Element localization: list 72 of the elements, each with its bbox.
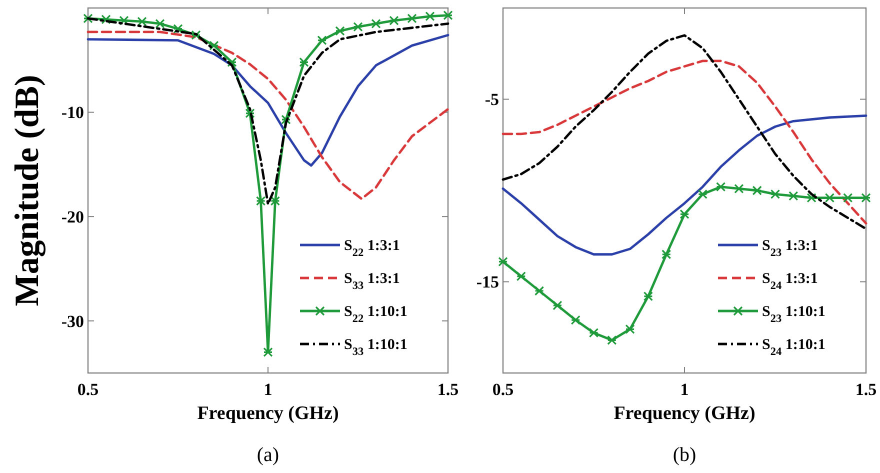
point bbox=[443, 10, 453, 20]
point bbox=[534, 286, 544, 296]
line-series bbox=[502, 60, 868, 225]
y-tick-label: -30 bbox=[61, 312, 84, 331]
point bbox=[716, 182, 726, 192]
point bbox=[353, 22, 363, 32]
point bbox=[317, 36, 327, 46]
legend-label: S$_{23}$ 1:10:1 bbox=[762, 304, 826, 325]
point bbox=[788, 191, 798, 201]
point bbox=[83, 14, 93, 24]
point bbox=[552, 300, 562, 310]
point bbox=[270, 196, 280, 206]
point bbox=[662, 250, 672, 260]
x-tick-label: 1.5 bbox=[855, 380, 877, 399]
legend-label: S$_{33}$ 1:3:1 bbox=[344, 271, 400, 292]
point bbox=[588, 328, 599, 338]
point bbox=[806, 193, 816, 203]
point bbox=[770, 189, 780, 199]
point bbox=[299, 57, 309, 68]
point bbox=[643, 292, 653, 302]
legend-label: S$_{23}$ 1:3:1 bbox=[762, 238, 818, 259]
point bbox=[263, 347, 273, 357]
point bbox=[625, 324, 635, 334]
point bbox=[209, 40, 219, 50]
point bbox=[371, 18, 381, 28]
x-axis-title: Frequency (GHz) bbox=[197, 403, 339, 424]
point bbox=[698, 189, 708, 199]
y-tick-label: -10 bbox=[61, 103, 84, 122]
line-series bbox=[502, 114, 868, 256]
x-tick-label: 1 bbox=[264, 380, 272, 399]
point bbox=[389, 16, 399, 26]
point bbox=[734, 184, 744, 194]
point bbox=[101, 14, 111, 24]
y-axis-title: Magnitude (dB) bbox=[9, 74, 46, 306]
line-series bbox=[502, 34, 868, 230]
point bbox=[173, 24, 183, 34]
y-tick-label: -15 bbox=[476, 272, 499, 292]
legend-label: S$_{22}$ 1:10:1 bbox=[344, 304, 408, 325]
point bbox=[607, 335, 617, 345]
point bbox=[752, 186, 762, 196]
y-tick-label: -20 bbox=[61, 208, 84, 227]
x-axis-title: Frequency (GHz) bbox=[614, 403, 756, 424]
point bbox=[516, 271, 526, 282]
point bbox=[137, 16, 147, 26]
y-tick-label: -5 bbox=[484, 90, 499, 110]
x-tick-label: 1 bbox=[680, 380, 689, 399]
point bbox=[335, 26, 345, 36]
point bbox=[824, 193, 834, 203]
point bbox=[680, 209, 690, 220]
legend-label: S$_{24}$ 1:3:1 bbox=[762, 271, 818, 292]
legend-label: S$_{24}$ 1:10:1 bbox=[762, 337, 826, 358]
x-tick-label: 1.5 bbox=[437, 380, 459, 399]
text: (a) bbox=[256, 444, 280, 466]
point bbox=[245, 108, 255, 118]
point bbox=[407, 14, 417, 24]
legend-label: S$_{33}$ 1:10:1 bbox=[344, 337, 408, 358]
line-series bbox=[86, 34, 450, 167]
point bbox=[843, 193, 853, 203]
point bbox=[227, 57, 237, 68]
x-tick-label: 0.5 bbox=[77, 380, 99, 399]
point bbox=[425, 12, 435, 22]
point bbox=[281, 114, 291, 124]
x-tick-label: 0.5 bbox=[492, 380, 514, 399]
point bbox=[256, 196, 266, 206]
point bbox=[119, 16, 129, 26]
point bbox=[191, 30, 201, 40]
point bbox=[570, 315, 580, 325]
text: (b) bbox=[672, 444, 696, 466]
point bbox=[155, 18, 165, 28]
legend-label: S$_{22}$ 1:3:1 bbox=[344, 238, 400, 259]
point bbox=[498, 256, 508, 266]
point bbox=[861, 193, 871, 203]
